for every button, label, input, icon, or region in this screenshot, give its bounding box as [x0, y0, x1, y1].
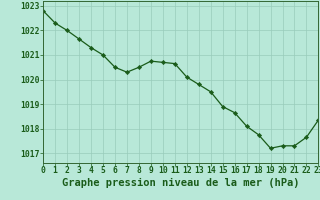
X-axis label: Graphe pression niveau de la mer (hPa): Graphe pression niveau de la mer (hPa): [62, 178, 300, 188]
